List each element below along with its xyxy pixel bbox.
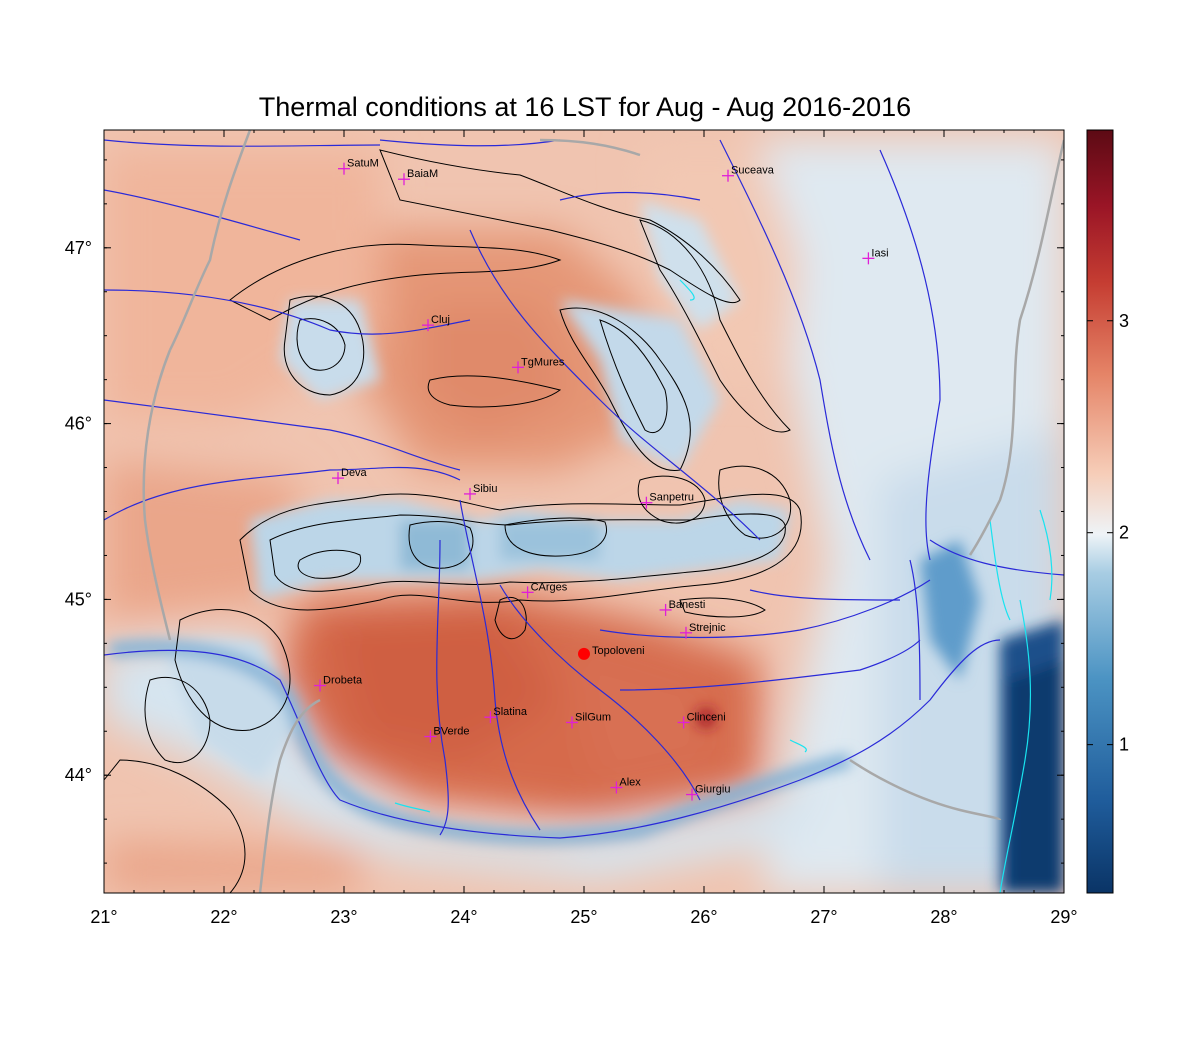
lat-tick-label: 44° bbox=[65, 765, 92, 785]
lat-tick-label: 46° bbox=[65, 414, 92, 434]
site-label: Topoloveni bbox=[592, 645, 645, 657]
city-label: Iasi bbox=[871, 247, 888, 259]
city-label: Cluj bbox=[431, 314, 450, 326]
elevation-contours bbox=[104, 149, 802, 893]
city-marker: Sanpetru bbox=[640, 492, 694, 509]
lon-tick-label: 26° bbox=[690, 907, 717, 927]
colorbar-scale bbox=[1086, 129, 1114, 894]
country-borders bbox=[142, 130, 1064, 893]
city-marker: Drobeta bbox=[314, 675, 363, 692]
map-title: Thermal conditions at 16 LST for Aug - A… bbox=[258, 92, 912, 122]
colorbar: 1 2 3 bbox=[1086, 129, 1129, 894]
city-marker: Giurgiu bbox=[686, 784, 730, 801]
city-label: BVerde bbox=[433, 726, 469, 738]
city-label: Clinceni bbox=[687, 711, 726, 723]
city-marker: Suceava bbox=[722, 165, 775, 182]
city-marker: SatuM bbox=[338, 158, 379, 175]
lon-tick-label: 25° bbox=[570, 907, 597, 927]
city-label: Giurgiu bbox=[695, 784, 730, 796]
colorbar-tick-label: 3 bbox=[1119, 311, 1129, 331]
city-marker: Banesti bbox=[659, 599, 706, 616]
city-marker: TgMures bbox=[512, 356, 565, 374]
colorbar-ticks: 1 2 3 bbox=[1087, 311, 1129, 755]
lat-tick-label: 47° bbox=[65, 238, 92, 258]
city-label: Sanpetru bbox=[649, 492, 694, 504]
city-label: Alex bbox=[619, 777, 641, 789]
highlight-site: Topoloveni bbox=[578, 645, 645, 660]
lon-tick-label: 21° bbox=[90, 907, 117, 927]
city-label: SilGum bbox=[575, 711, 611, 723]
city-marker: Cluj bbox=[422, 314, 450, 332]
city-marker: Clinceni bbox=[677, 711, 726, 729]
colorbar-tick-label: 2 bbox=[1119, 523, 1129, 543]
lon-tick-label: 24° bbox=[450, 907, 477, 927]
lon-tick-label: 22° bbox=[210, 907, 237, 927]
city-marker: BVerde bbox=[424, 726, 469, 743]
city-markers: SatuM BaiaM Suceava Iasi Cluj TgMures Deva Sibi… bbox=[314, 158, 889, 801]
city-label: SatuM bbox=[347, 158, 379, 170]
lon-tick-label: 23° bbox=[330, 907, 357, 927]
city-label: TgMures bbox=[521, 356, 565, 368]
city-label: Suceava bbox=[731, 165, 775, 177]
city-marker: Iasi bbox=[862, 247, 889, 265]
city-label: Slatina bbox=[493, 706, 528, 718]
lon-tick-label: 28° bbox=[930, 907, 957, 927]
city-label: CArges bbox=[531, 581, 568, 593]
city-marker: SilGum bbox=[566, 711, 611, 729]
city-marker: Alex bbox=[610, 777, 641, 794]
rivers bbox=[104, 139, 1064, 839]
lon-tick-label: 27° bbox=[810, 907, 837, 927]
city-label: Drobeta bbox=[323, 675, 363, 687]
longitude-ticks: 21° 22° 23° 24° 25° 26° 27° 28° 29° bbox=[90, 130, 1078, 927]
city-label: Banesti bbox=[669, 599, 706, 611]
coastline bbox=[394, 279, 1053, 893]
city-marker: Sibiu bbox=[464, 483, 497, 500]
lat-tick-label: 45° bbox=[65, 589, 92, 609]
city-marker: Slatina bbox=[484, 706, 528, 724]
temperature-field bbox=[104, 130, 1064, 893]
city-marker: Strejnic bbox=[680, 622, 726, 639]
colorbar-tick-label: 1 bbox=[1119, 735, 1129, 755]
lon-tick-label: 29° bbox=[1050, 907, 1077, 927]
city-marker: CArges bbox=[521, 581, 568, 599]
city-label: Sibiu bbox=[473, 483, 497, 495]
site-dot bbox=[578, 647, 590, 660]
city-label: BaiaM bbox=[407, 168, 438, 180]
city-label: Deva bbox=[341, 467, 368, 479]
city-label: Strejnic bbox=[689, 622, 726, 634]
city-marker: BaiaM bbox=[398, 168, 438, 186]
latitude-ticks: 44° 45° 46° 47° bbox=[65, 159, 1064, 864]
city-marker: Deva bbox=[332, 467, 368, 485]
